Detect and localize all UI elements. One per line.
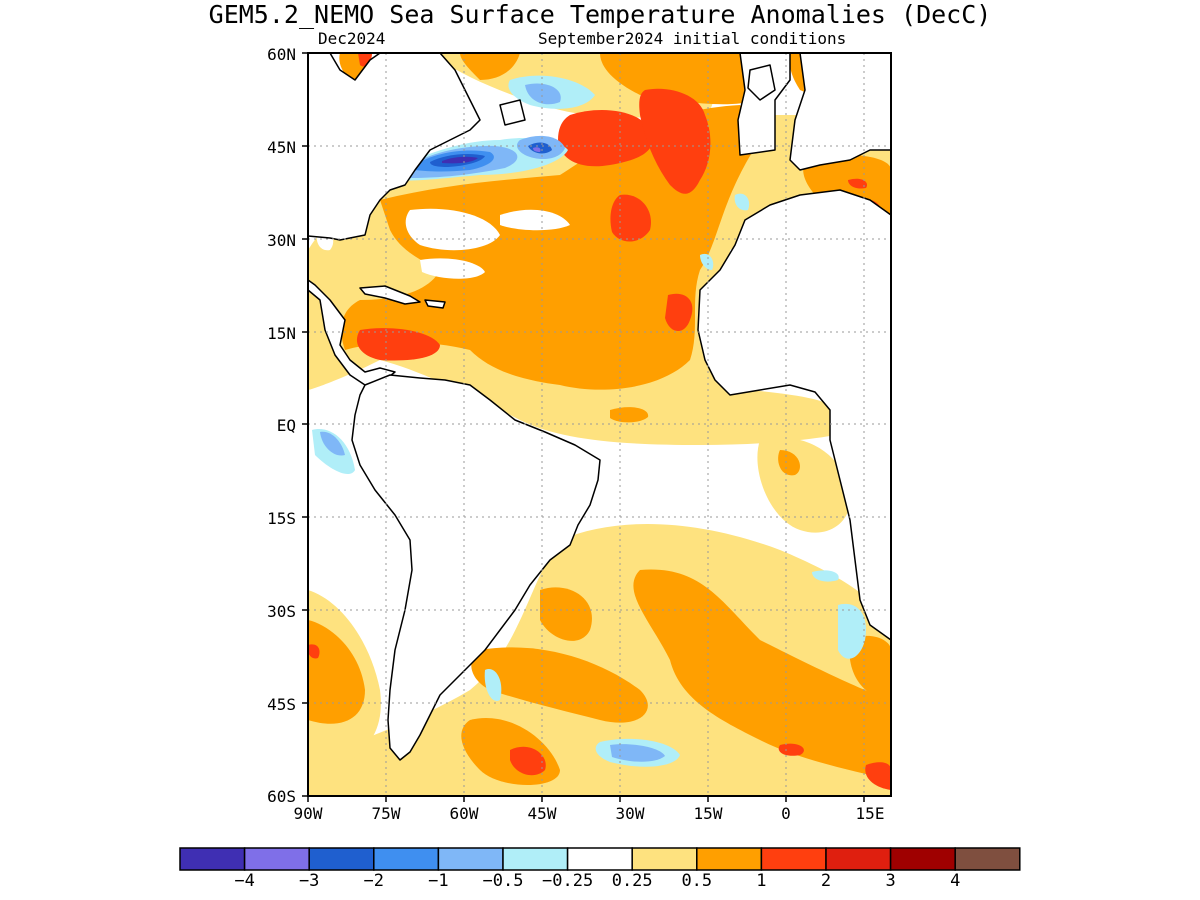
forecast-month-label: Dec2024 xyxy=(318,29,386,48)
initial-conditions-label: September2024 initial conditions xyxy=(538,29,847,48)
lat-label-30n: 30N xyxy=(267,231,296,250)
colorbar-swatch xyxy=(308,847,375,871)
colorbar-label: 3 xyxy=(885,871,896,891)
lat-label-60s: 60S xyxy=(267,787,296,806)
lon-label-30w: 30W xyxy=(615,804,645,823)
colorbar-swatch xyxy=(566,847,633,871)
lon-label-15w: 15W xyxy=(693,804,723,823)
colorbar-label: −1 xyxy=(428,871,449,891)
colorbar xyxy=(179,847,1021,871)
colorbar-swatch xyxy=(825,847,892,871)
lat-label-15n: 15N xyxy=(267,324,296,343)
colorbar-label: 0.5 xyxy=(681,871,713,891)
colorbar-label: 0.25 xyxy=(611,871,653,891)
lon-label-45w: 45W xyxy=(527,804,557,823)
colorbar-swatch xyxy=(179,847,246,871)
graticule xyxy=(308,53,891,796)
colorbar-swatch xyxy=(954,847,1021,871)
lat-label-45s: 45S xyxy=(267,695,296,714)
colorbar-label: −2 xyxy=(363,871,385,891)
colorbar-label: −0.25 xyxy=(542,871,594,891)
colorbar-swatch xyxy=(696,847,763,871)
lat-label-45n: 45N xyxy=(267,138,296,157)
lat-label-30s: 30S xyxy=(267,602,296,621)
colorbar-swatch xyxy=(889,847,956,871)
axis-ticks xyxy=(302,52,865,802)
colorbar-label: 2 xyxy=(820,871,832,891)
lat-label-60n: 60N xyxy=(267,45,296,64)
lat-label-eq: EQ xyxy=(276,416,296,435)
lon-label-75w: 75W xyxy=(371,804,401,823)
lon-label-15e: 15E xyxy=(855,804,885,823)
colorbar-swatch xyxy=(631,847,698,871)
lon-label-0: 0 xyxy=(781,804,791,823)
colorbar-label: −0.5 xyxy=(482,871,524,891)
lon-label-60w: 60W xyxy=(449,804,479,823)
colorbar-label: −3 xyxy=(298,871,320,891)
colorbar-label: −4 xyxy=(234,871,255,891)
colorbar-swatch xyxy=(437,847,504,871)
colorbar-swatch xyxy=(373,847,440,871)
lat-label-15s: 15S xyxy=(267,509,296,528)
colorbar-swatch xyxy=(243,847,310,871)
colorbar-swatch xyxy=(502,847,569,871)
map-title: GEM5.2_NEMO Sea Surface Temperature Anom… xyxy=(208,0,992,29)
colorbar-label: 1 xyxy=(756,871,767,891)
colorbar-swatch xyxy=(760,847,827,871)
lon-label-90w: 90W xyxy=(293,804,323,823)
colorbar-label: 4 xyxy=(950,871,961,891)
